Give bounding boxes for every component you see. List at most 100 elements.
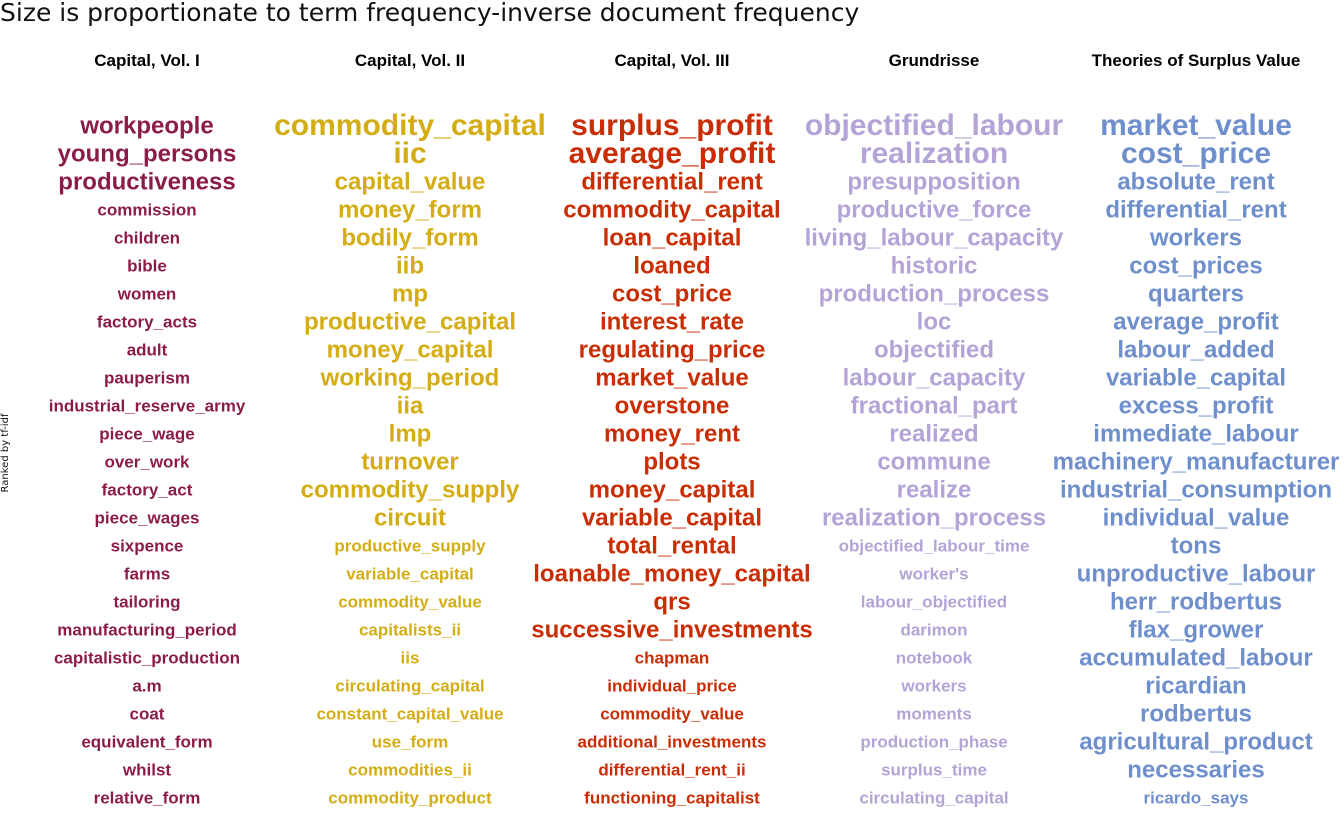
term-label: whilst [122,760,172,779]
term-label: average_profit [569,137,776,170]
term-label: labour_added [1117,336,1274,363]
term-label: cost_price [1121,137,1271,170]
term-label: equivalent_form [81,732,212,751]
term-label: tons [1171,532,1222,559]
term-label: chapman [635,648,710,667]
term-label: capitalistic_production [54,648,240,667]
term-label: money_capital [327,336,494,363]
term-label: pauperism [104,368,190,387]
term-label: differential_rent_ii [598,760,745,779]
term-label: darimon [900,620,967,639]
chart-title: Size is proportionate to term frequency-… [0,0,859,27]
term-label: children [114,228,180,247]
term-label: factory_act [102,480,193,499]
term-label: lmp [389,420,432,447]
term-label: individual_price [607,676,736,695]
term-label: commission [97,200,196,219]
term-label: realized [889,420,978,447]
term-label: production_phase [860,732,1007,751]
term-label: money_capital [589,476,756,503]
term-label: surplus_time [881,760,987,779]
term-label: a.m [132,676,161,695]
term-label: loan_capital [603,224,742,251]
term-columns: Capital, Vol. I workpeopleyoung_personspr… [49,51,1340,807]
term-label: living_labour_capacity [805,224,1064,251]
term-label: coat [130,704,165,723]
term-label: objectified [874,336,994,363]
term-label: productiveness [58,168,235,195]
term-label: tailoring [113,592,180,611]
term-label: fractional_part [851,392,1018,419]
term-label: loaned [633,252,710,279]
term-label: factory_acts [97,312,197,331]
term-label: circuit [374,504,446,531]
term-label: commodity_product [328,788,492,807]
y-axis-label: Ranked by tf-idf [0,413,11,492]
term-label: worker's [898,564,968,583]
term-label: productive_supply [334,536,486,555]
term-label: commodity_capital [563,196,780,223]
term-label: flax_grower [1129,616,1264,643]
term-label: workpeople [79,112,213,139]
term-label: market_value [1100,109,1292,142]
term-label: adult [127,340,168,359]
term-label: productive_capital [304,308,516,335]
term-label: differential_rent [1105,196,1286,223]
term-label: additional_investments [578,732,767,751]
term-label: commune [877,448,990,475]
term-label: plots [643,448,700,475]
term-label: production_process [819,280,1050,307]
term-label: turnover [361,448,458,475]
term-label: iis [401,648,420,667]
term-label: industrial_reserve_army [49,396,246,415]
column-header: Grundrisse [889,51,980,70]
term-label: women [117,284,177,303]
term-label: necessaries [1127,756,1264,783]
term-label: quarters [1148,280,1244,307]
term-label: cost_prices [1129,252,1262,279]
term-label: commodities_ii [348,760,472,779]
term-label: rodbertus [1140,700,1252,727]
term-label: individual_value [1103,504,1290,531]
term-label: variable_capital [1106,364,1286,391]
term-label: over_work [104,452,190,471]
term-label: iic [393,137,426,170]
term-label: commodity_supply [301,476,520,503]
term-label: workers [900,676,966,695]
term-label: commodity_value [338,592,482,611]
term-label: variable_capital [346,564,474,583]
term-label: commodity_capital [274,109,546,142]
term-label: total_rental [607,532,736,559]
term-label: constant_capital_value [316,704,503,723]
term-label: loanable_money_capital [533,560,810,587]
term-label: regulating_price [579,336,766,363]
term-label: machinery_manufacturer [1053,448,1340,475]
term-label: manufacturing_period [57,620,236,639]
term-label: excess_profit [1119,392,1274,419]
term-label: accumulated_labour [1079,644,1312,671]
term-label: circulating_capital [859,788,1008,807]
term-label: labour_objectified [861,592,1007,611]
term-label: relative_form [94,788,201,807]
term-label: money_form [338,196,482,223]
term-label: ricardian [1145,672,1246,699]
term-label: industrial_consumption [1060,476,1332,503]
term-label: mp [392,280,428,307]
term-label: capitalists_ii [359,620,461,639]
term-label: circulating_capital [335,676,484,695]
term-label: loc [917,308,952,335]
term-label: sixpence [111,536,184,555]
term-label: interest_rate [600,308,744,335]
term-label: herr_rodbertus [1110,588,1282,615]
column-header: Theories of Surplus Value [1092,51,1301,70]
term-label: piece_wages [95,508,200,527]
term-label: absolute_rent [1117,168,1274,195]
column-header: Capital, Vol. II [355,51,465,70]
term-label: capital_value [335,168,486,195]
term-label: unproductive_labour [1077,560,1316,587]
term-label: objectified_labour_time [839,536,1030,555]
term-label: ricardo_says [1144,788,1249,807]
term-label: agricultural_product [1079,728,1312,755]
term-label: young_persons [58,140,237,167]
